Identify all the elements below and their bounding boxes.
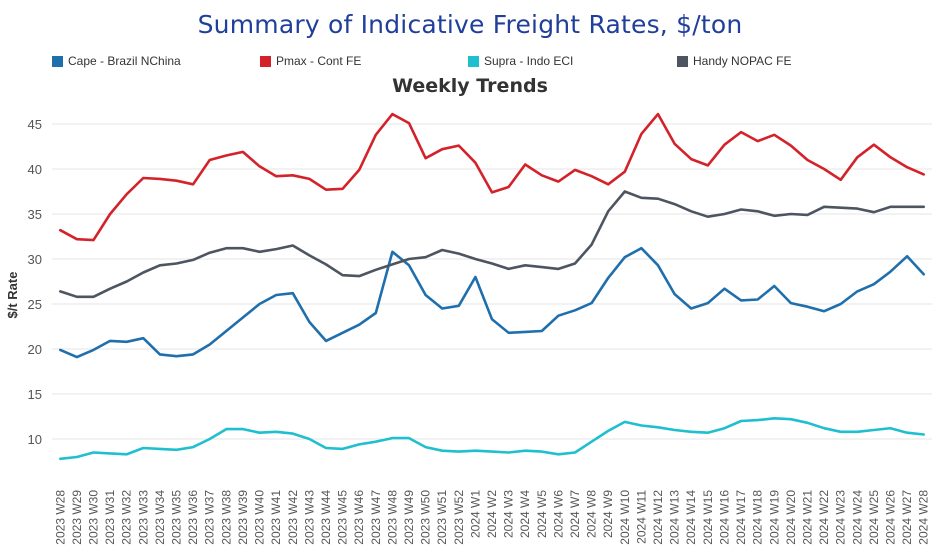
chart-title: Weekly Trends [392, 75, 548, 97]
x-tick-label: 2024 W10 [618, 490, 632, 545]
y-tick-label: 45 [28, 117, 42, 132]
legend-label: Supra - Indo ECI [484, 54, 574, 68]
x-tick-label: 2023 W51 [435, 490, 449, 545]
x-tick-label: 2024 W20 [784, 490, 798, 545]
page-title: Summary of Indicative Freight Rates, $/t… [197, 10, 743, 39]
x-tick-label: 2023 W36 [186, 490, 200, 545]
x-tick-label: 2024 W12 [651, 490, 665, 545]
x-tick-label: 2024 W18 [751, 490, 765, 545]
x-tick-label: 2023 W49 [402, 490, 416, 545]
y-tick-label: 10 [28, 432, 42, 447]
legend-swatch [260, 55, 271, 67]
x-tick-label: 2024 W14 [684, 490, 698, 545]
x-tick-label: 2023 W32 [120, 490, 134, 545]
x-tick-label: 2023 W28 [53, 490, 67, 545]
y-tick-label: 15 [28, 387, 42, 402]
x-tick-label: 2024 W27 [900, 490, 914, 545]
legend-item-pmax[interactable]: Pmax - Cont FE [260, 54, 361, 68]
legend-swatch [52, 55, 63, 67]
x-tick-label: 2024 W26 [883, 490, 897, 545]
x-tick-label: 2024 W21 [800, 490, 814, 545]
legend-item-handy[interactable]: Handy NOPAC FE [677, 54, 791, 68]
x-tick-label: 2023 W39 [236, 490, 250, 545]
x-tick-label: 2024 W16 [717, 490, 731, 545]
x-tick-label: 2023 W41 [269, 490, 283, 545]
legend-label: Handy NOPAC FE [693, 54, 792, 68]
y-tick-label: 20 [28, 342, 42, 357]
x-tick-label: 2023 W35 [170, 490, 184, 545]
x-tick-label: 2024 W5 [535, 490, 549, 538]
x-tick-label: 2024 W23 [834, 490, 848, 545]
x-tick-label: 2024 W15 [701, 490, 715, 545]
series-line-handy-nopac-fe [58, 190, 926, 299]
x-tick-label: 2024 W6 [551, 490, 565, 538]
legend-label: Pmax - Cont FE [276, 54, 362, 68]
y-tick-label: 40 [28, 162, 42, 177]
x-tick-label: 2023 W52 [452, 490, 466, 545]
x-tick-label: 2024 W4 [518, 490, 532, 538]
x-tick-label: 2024 W8 [585, 490, 599, 538]
x-tick-label: 2023 W40 [253, 490, 267, 545]
x-tick-label: 2023 W33 [136, 490, 150, 545]
x-tick-label: 2024 W11 [634, 490, 648, 544]
x-tick-label: 2023 W30 [87, 490, 101, 545]
y-axis-label: $/t Rate [5, 272, 20, 319]
legend-swatch [677, 55, 688, 67]
x-tick-label: 2024 W24 [850, 490, 864, 545]
x-tick-label: 2024 W1 [468, 490, 482, 538]
x-tick-label: 2023 W50 [419, 490, 433, 545]
x-tick-label: 2023 W48 [385, 490, 399, 545]
x-tick-label: 2024 W28 [917, 490, 931, 545]
x-tick-label: 2023 W29 [70, 490, 84, 545]
x-tick-label: 2024 W3 [502, 490, 516, 538]
legend-item-supra[interactable]: Supra - Indo ECI [468, 54, 573, 68]
legend-swatch [468, 55, 479, 67]
x-tick-label: 2023 W42 [286, 490, 300, 545]
series-line-pmax-cont-fe [58, 112, 926, 242]
x-tick-label: 2024 W25 [867, 490, 881, 545]
x-tick-label: 2023 W37 [203, 490, 217, 545]
x-tick-label: 2024 W7 [568, 490, 582, 538]
legend-label: Cape - Brazil NChina [68, 54, 181, 68]
x-tick-label: 2023 W47 [369, 490, 383, 545]
x-tick-label: 2023 W38 [219, 490, 233, 545]
x-tick-label: 2024 W17 [734, 490, 748, 545]
x-tick-label: 2024 W9 [601, 490, 615, 538]
y-tick-label: 30 [28, 252, 42, 267]
y-tick-label: 25 [28, 297, 42, 312]
x-tick-label: 2023 W43 [302, 490, 316, 545]
y-tick-label: 35 [28, 207, 42, 222]
x-tick-label: 2023 W31 [103, 490, 117, 545]
x-tick-label: 2023 W34 [153, 490, 167, 545]
x-tick-label: 2024 W2 [485, 490, 499, 538]
x-tick-label: 2023 W44 [319, 490, 333, 545]
x-tick-label: 2024 W13 [668, 490, 682, 545]
series-line-supra-indo-eci [58, 416, 926, 461]
x-tick-label: 2023 W45 [336, 490, 350, 545]
series-line-cape-brazil-nchina [58, 246, 926, 359]
x-tick-label: 2024 W19 [767, 490, 781, 545]
x-tick-label: 2023 W46 [352, 490, 366, 545]
legend: Cape - Brazil NChina Pmax - Cont FE Supr… [0, 54, 940, 74]
legend-item-cape[interactable]: Cape - Brazil NChina [52, 54, 181, 68]
x-tick-label: 2024 W22 [817, 490, 831, 545]
